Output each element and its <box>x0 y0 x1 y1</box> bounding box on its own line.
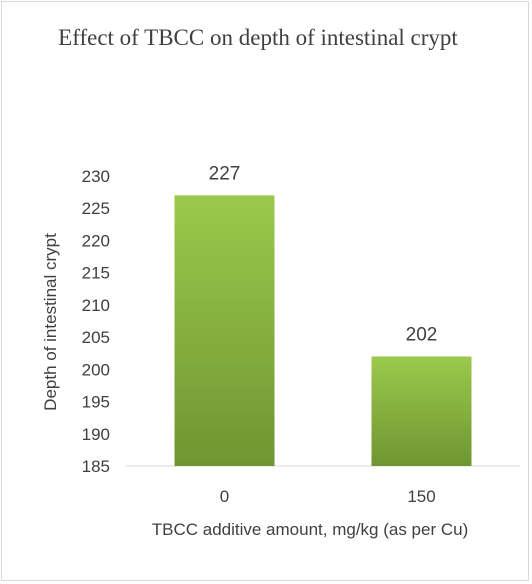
y-tick-label: 185 <box>82 457 110 476</box>
y-tick-label: 200 <box>82 360 110 379</box>
bar-150 <box>371 356 472 466</box>
x-axis-label: TBCC additive amount, mg/kg (as per Cu) <box>152 520 469 539</box>
y-tick-label: 195 <box>82 393 110 412</box>
y-tick-label: 210 <box>82 296 110 315</box>
data-label: 227 <box>209 163 241 184</box>
y-axis-ticks: 185 190 195 200 205 210 215 220 225 230 <box>82 167 110 476</box>
y-axis-label: Depth of intestinal crypt <box>41 233 60 411</box>
y-tick-label: 225 <box>82 199 110 218</box>
x-tick-label: 0 <box>220 487 229 506</box>
y-tick-label: 215 <box>82 264 110 283</box>
y-tick-label: 230 <box>82 167 110 186</box>
y-tick-label: 190 <box>82 425 110 444</box>
y-tick-label: 205 <box>82 328 110 347</box>
chart-title: Effect of TBCC on depth of intestinal cr… <box>58 25 458 50</box>
x-tick-label: 150 <box>407 487 435 506</box>
y-tick-label: 220 <box>82 231 110 250</box>
bars: 227 202 <box>174 163 472 467</box>
data-label: 202 <box>406 324 438 345</box>
bar-0 <box>174 195 275 467</box>
x-axis-ticks: 0 150 <box>220 487 436 506</box>
